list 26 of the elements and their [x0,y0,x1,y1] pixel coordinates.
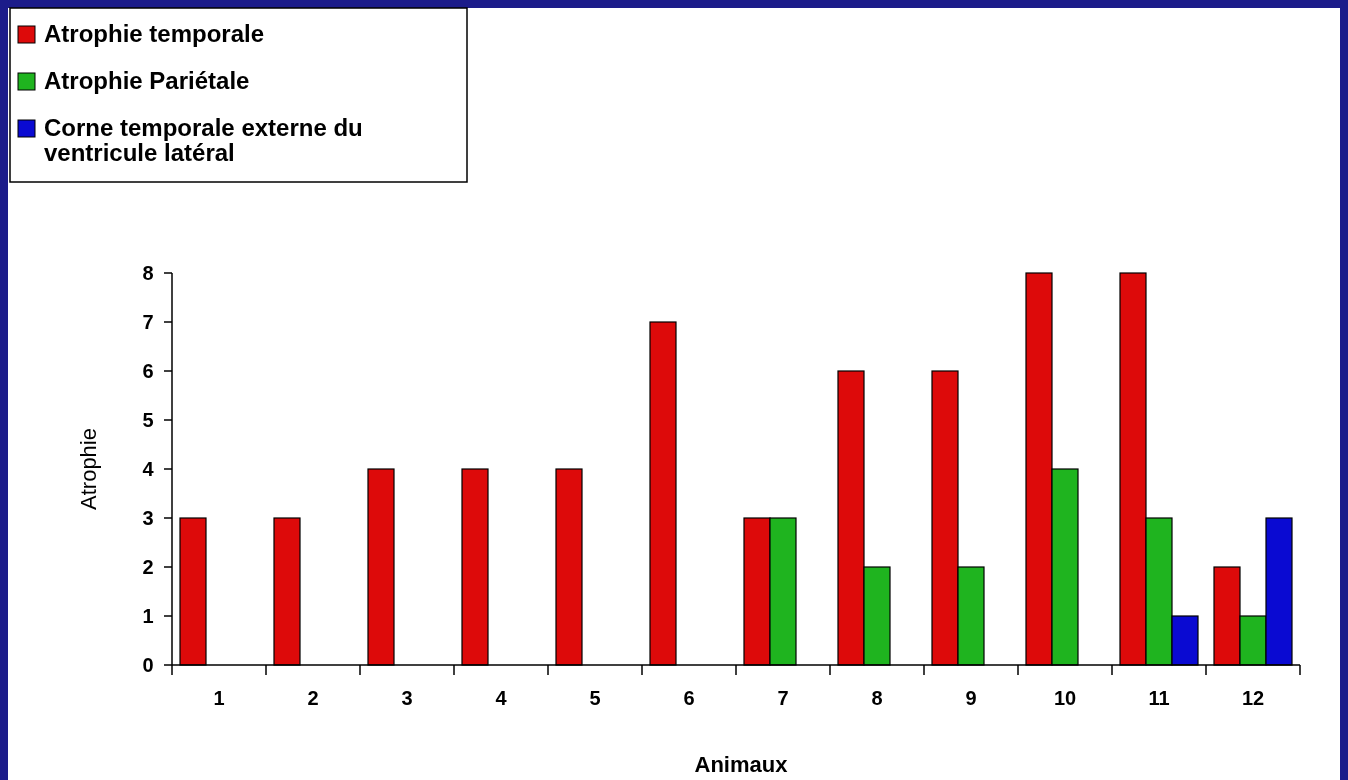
x-tick-label: 3 [401,687,413,709]
x-tick-label: 5 [589,687,601,709]
y-tick-label: 4 [142,458,155,480]
legend-label: Atrophie Pariétale [44,67,250,94]
x-tick-label: 4 [495,687,508,709]
x-tick-label: 1 [213,687,225,709]
legend-label: Corne temporale externe du ventricule latéral [44,114,363,166]
x-tick-label: 11 [1148,687,1170,709]
x-tick-label: 10 [1053,687,1077,709]
y-tick-label: 6 [142,360,154,382]
y-tick-label: 1 [142,605,154,627]
y-tick-label: 8 [142,262,154,284]
x-axis-title: Animaux [694,752,789,777]
y-tick-label: 5 [142,409,154,431]
x-tick-label: 7 [777,687,789,709]
y-axis-title: Atrophie [75,428,101,510]
x-tick-label: 12 [1241,687,1265,709]
y-tick-label: 0 [142,654,154,676]
x-tick-label: 6 [683,687,695,709]
x-tick-label: 9 [965,687,977,709]
y-tick-label: 3 [142,507,154,529]
x-tick-label: 8 [871,687,883,709]
x-tick-label: 2 [307,687,319,709]
legend-label: Atrophie temporale [44,20,265,47]
y-tick-label: 2 [142,556,154,578]
y-tick-label: 7 [142,311,154,333]
